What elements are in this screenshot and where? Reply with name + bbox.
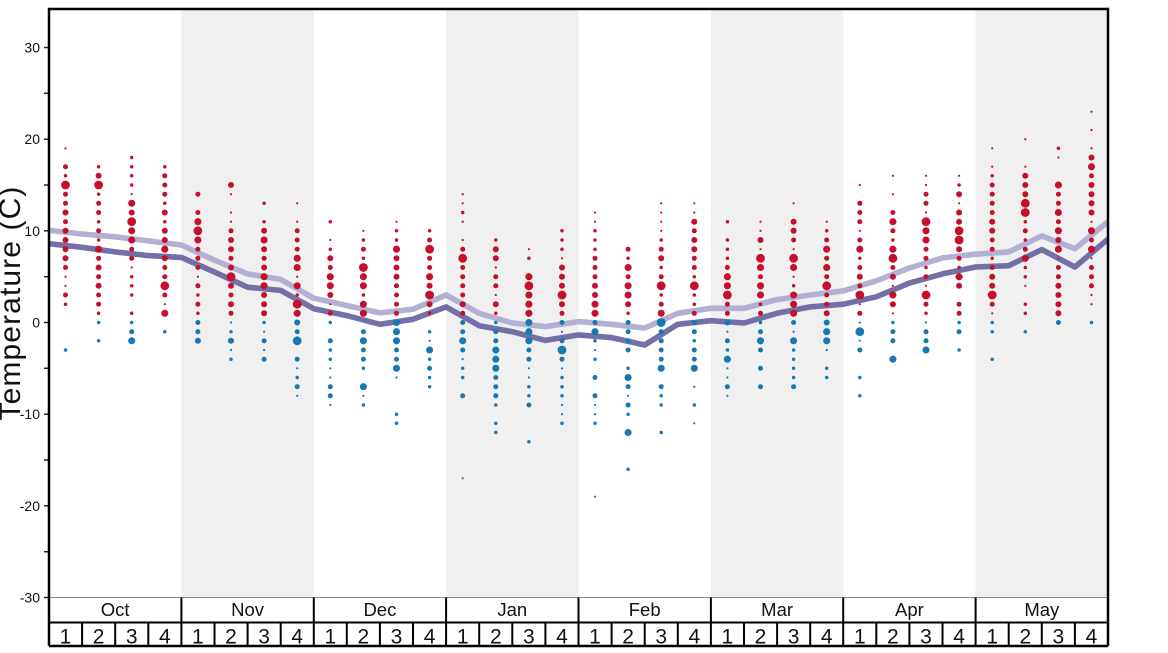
svg-text:-10: -10 bbox=[20, 406, 40, 422]
svg-text:Jan: Jan bbox=[497, 599, 527, 620]
svg-text:1: 1 bbox=[589, 626, 601, 649]
svg-text:4: 4 bbox=[424, 626, 436, 649]
svg-text:4: 4 bbox=[953, 626, 965, 649]
svg-text:3: 3 bbox=[258, 626, 270, 649]
svg-text:30: 30 bbox=[24, 40, 40, 56]
svg-text:Temperature (C): Temperature (C) bbox=[0, 186, 27, 421]
svg-text:Dec: Dec bbox=[363, 599, 396, 620]
svg-text:May: May bbox=[1024, 599, 1060, 620]
svg-text:2: 2 bbox=[887, 626, 899, 649]
svg-text:1: 1 bbox=[854, 626, 866, 649]
svg-text:2: 2 bbox=[490, 626, 502, 649]
svg-text:-30: -30 bbox=[20, 590, 40, 606]
svg-text:1: 1 bbox=[324, 626, 336, 649]
svg-text:1: 1 bbox=[192, 626, 204, 649]
svg-text:1: 1 bbox=[457, 626, 469, 649]
svg-text:1: 1 bbox=[722, 626, 734, 649]
svg-text:2: 2 bbox=[225, 626, 237, 649]
svg-text:2: 2 bbox=[1019, 626, 1031, 649]
svg-text:3: 3 bbox=[1053, 626, 1065, 649]
svg-text:3: 3 bbox=[126, 626, 138, 649]
svg-text:2: 2 bbox=[93, 626, 105, 649]
svg-text:Oct: Oct bbox=[101, 599, 130, 620]
svg-text:1: 1 bbox=[60, 626, 72, 649]
svg-text:2: 2 bbox=[755, 626, 767, 649]
svg-text:Nov: Nov bbox=[231, 599, 265, 620]
svg-text:3: 3 bbox=[523, 626, 535, 649]
svg-text:-20: -20 bbox=[20, 498, 40, 514]
svg-text:3: 3 bbox=[788, 626, 800, 649]
svg-text:1: 1 bbox=[986, 626, 998, 649]
svg-text:3: 3 bbox=[655, 626, 667, 649]
svg-text:4: 4 bbox=[1086, 626, 1098, 649]
svg-text:4: 4 bbox=[159, 626, 171, 649]
svg-text:4: 4 bbox=[556, 626, 568, 649]
svg-text:Feb: Feb bbox=[629, 599, 661, 620]
svg-text:4: 4 bbox=[821, 626, 833, 649]
svg-text:3: 3 bbox=[391, 626, 403, 649]
svg-text:Mar: Mar bbox=[761, 599, 793, 620]
svg-text:10: 10 bbox=[24, 223, 40, 239]
svg-text:4: 4 bbox=[291, 626, 303, 649]
svg-text:Apr: Apr bbox=[895, 599, 924, 620]
svg-text:2: 2 bbox=[358, 626, 370, 649]
svg-text:3: 3 bbox=[920, 626, 932, 649]
svg-text:2: 2 bbox=[622, 626, 634, 649]
svg-text:4: 4 bbox=[688, 626, 700, 649]
svg-text:0: 0 bbox=[32, 315, 40, 331]
svg-text:20: 20 bbox=[24, 131, 40, 147]
